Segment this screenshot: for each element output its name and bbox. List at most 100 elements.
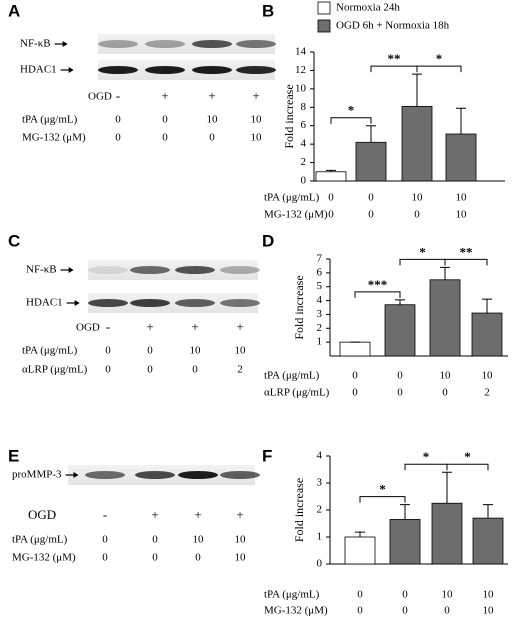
- significance-bracket: [416, 65, 462, 73]
- blot-arrowhead: [68, 67, 74, 73]
- blot-band: [220, 471, 260, 479]
- error-bar: [395, 299, 405, 305]
- significance-bracket: [399, 258, 446, 266]
- bar: [344, 536, 376, 565]
- row-value: +: [151, 507, 158, 522]
- row-label: MG-132 (μM): [22, 132, 86, 144]
- significance-label: *: [436, 51, 443, 66]
- row-value: 0: [357, 605, 363, 617]
- y-tick-label: 4: [317, 450, 323, 462]
- legend-label: OGD 6h + Normoxia 18h: [336, 20, 450, 32]
- bar: [339, 341, 371, 357]
- bar: [431, 502, 463, 565]
- blot-arrowhead: [62, 41, 68, 47]
- row-value: 10: [207, 114, 219, 126]
- significance-label: *: [464, 449, 471, 464]
- legend-label: Normoxia 24h: [336, 2, 400, 14]
- blot-arrowhead: [74, 300, 80, 306]
- blot-band: [236, 40, 276, 48]
- row-value: 10: [235, 345, 247, 357]
- blot-strip: [88, 293, 258, 313]
- row-value: 10: [456, 192, 468, 204]
- blot-band: [88, 266, 128, 274]
- row-value: 0: [115, 114, 121, 126]
- row-value: 0: [115, 132, 121, 144]
- panel-letter: A: [8, 1, 20, 20]
- row-value: 0: [368, 209, 374, 221]
- blot-strip: [98, 34, 275, 54]
- bar: [445, 133, 477, 182]
- row-value: 0: [402, 605, 408, 617]
- y-tick-label: 1: [317, 336, 323, 348]
- panel-letter: F: [262, 446, 272, 465]
- blot-band: [135, 471, 175, 479]
- row-value: 10: [251, 132, 263, 144]
- row-value: 0: [192, 364, 198, 376]
- row-value: 10: [235, 534, 247, 546]
- error-bar: [483, 504, 493, 519]
- row-value: 10: [193, 534, 205, 546]
- row-value: 10: [482, 370, 494, 382]
- significance-label: **: [388, 51, 401, 66]
- row-value: 0: [328, 192, 334, 204]
- row-value: 0: [397, 387, 403, 399]
- blot-band: [145, 66, 185, 74]
- significance-label: *: [348, 103, 355, 118]
- row-label: αLRP (μg/mL): [22, 364, 88, 376]
- row-value: 10: [251, 114, 263, 126]
- y-tick-label: 2: [317, 504, 323, 516]
- error-bar: [355, 531, 365, 537]
- row-value: 0: [442, 387, 448, 399]
- y-tick-label: 3: [317, 308, 323, 320]
- row-value: 0: [195, 552, 201, 564]
- blot-label: HDAC1: [26, 297, 63, 309]
- row-value: 0: [414, 209, 420, 221]
- error-bar: [412, 73, 422, 107]
- y-tick-label: 8: [301, 101, 307, 113]
- row-value: 0: [352, 370, 358, 382]
- row-value: 0: [397, 370, 403, 382]
- row-label: tPA (μg/mL): [264, 370, 320, 382]
- row-value: +: [236, 319, 243, 334]
- row-value: 0: [152, 552, 158, 564]
- blot-band: [220, 266, 260, 274]
- bar: [389, 519, 421, 565]
- row-label: tPA (μg/mL): [264, 192, 320, 204]
- row-value: 10: [412, 192, 424, 204]
- y-tick-label: 12: [295, 64, 306, 76]
- panel-letter: E: [8, 446, 19, 465]
- y-tick-label: 3: [317, 477, 323, 489]
- bar: [355, 141, 387, 182]
- blot-band: [85, 471, 125, 479]
- row-value: -: [116, 88, 120, 103]
- y-tick-label: 1: [317, 531, 323, 543]
- blot-arrowhead: [73, 472, 79, 478]
- row-label: tPA (μg/mL): [22, 114, 78, 126]
- row-value: 0: [162, 114, 168, 126]
- row-value: 0: [102, 534, 108, 546]
- legend-swatch: [317, 19, 331, 33]
- error-bar: [366, 125, 376, 143]
- y-tick-label: 4: [317, 294, 323, 306]
- row-value: 0: [368, 192, 374, 204]
- row-value: 0: [152, 534, 158, 546]
- y-tick-label: 6: [317, 266, 323, 278]
- row-value: 0: [147, 345, 153, 357]
- y-tick-label: 5: [317, 280, 323, 292]
- row-label: OGD: [76, 322, 100, 334]
- blot-strip: [98, 60, 275, 80]
- row-value: +: [252, 88, 259, 103]
- row-label: MG-132 (μM): [264, 605, 328, 617]
- row-value: +: [208, 88, 215, 103]
- row-value: 10: [235, 552, 247, 564]
- y-tick-label: 7: [317, 253, 323, 265]
- blot-band: [130, 299, 170, 307]
- row-value: 2: [484, 387, 490, 399]
- error-bar: [456, 107, 466, 135]
- row-value: 10: [190, 345, 202, 357]
- row-label: MG-132 (μM): [12, 552, 76, 564]
- blot-label: NF-κB: [20, 38, 51, 50]
- blot-label: NF-κB: [26, 264, 57, 276]
- row-value: -: [106, 319, 110, 334]
